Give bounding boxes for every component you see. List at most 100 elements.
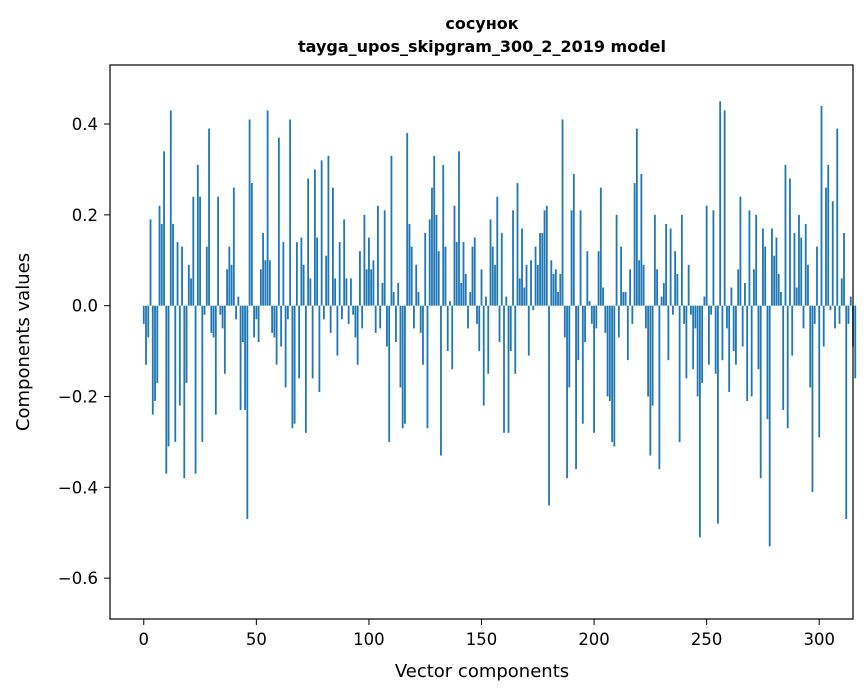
bar — [489, 219, 492, 306]
bar — [530, 260, 532, 306]
bar — [163, 151, 165, 306]
bar — [464, 273, 467, 306]
bar — [322, 305, 325, 320]
bar — [631, 305, 634, 324]
bar — [523, 287, 526, 306]
bar — [442, 164, 445, 306]
bar — [678, 305, 681, 442]
y-tick-label: 0.2 — [72, 206, 98, 225]
x-tick-label: 300 — [803, 630, 835, 649]
bar — [280, 305, 283, 347]
bar — [248, 119, 251, 306]
bar — [552, 273, 555, 306]
bar — [827, 164, 830, 306]
bar — [746, 305, 749, 402]
bar — [811, 305, 814, 492]
bar — [325, 255, 328, 306]
bar — [563, 305, 566, 338]
bar — [638, 260, 641, 306]
bar — [649, 305, 652, 456]
bar — [332, 187, 334, 306]
bar — [255, 305, 258, 320]
bar — [741, 305, 744, 347]
bar — [775, 237, 778, 306]
bar — [496, 196, 499, 306]
bar — [667, 305, 670, 361]
bar — [365, 269, 368, 306]
bar — [415, 264, 418, 306]
bar — [363, 214, 366, 306]
bar — [482, 305, 485, 406]
bar — [584, 305, 586, 342]
bar — [813, 305, 816, 324]
x-tick-label: 50 — [246, 630, 267, 649]
bar — [536, 264, 539, 306]
bar — [689, 305, 692, 315]
bar — [545, 205, 548, 306]
x-tick-label: 250 — [691, 630, 723, 649]
bar — [804, 223, 807, 306]
bar — [458, 151, 460, 306]
x-axis-label: Vector components — [395, 661, 569, 682]
bar-series — [142, 101, 857, 547]
bar — [588, 301, 591, 306]
bar — [694, 305, 697, 329]
bar — [298, 305, 301, 379]
bar — [527, 305, 530, 356]
bar — [726, 305, 728, 329]
bar — [771, 228, 773, 306]
bar — [433, 155, 436, 306]
bar — [424, 233, 427, 306]
bar — [840, 278, 843, 306]
bar — [151, 305, 154, 415]
bar — [575, 305, 577, 470]
bar — [239, 305, 242, 411]
bar — [453, 205, 456, 306]
bar — [341, 305, 343, 320]
bar — [194, 305, 197, 474]
y-tick-label: −0.6 — [58, 569, 98, 588]
bar — [201, 305, 204, 442]
bar — [345, 278, 348, 306]
bar — [426, 305, 429, 429]
bar — [757, 305, 760, 370]
bar — [699, 305, 701, 538]
bar — [642, 264, 645, 306]
bar — [579, 210, 582, 306]
bar — [413, 305, 415, 329]
bar — [302, 264, 305, 306]
bar — [268, 260, 271, 306]
bar — [825, 187, 827, 306]
bar — [753, 269, 755, 306]
bar — [498, 305, 501, 342]
bar — [847, 305, 850, 324]
bar — [208, 128, 210, 306]
y-tick-label: 0.4 — [72, 115, 98, 134]
bar — [822, 305, 825, 347]
bar — [671, 305, 674, 315]
bar — [145, 305, 147, 365]
bar — [176, 242, 179, 306]
bar — [662, 282, 665, 306]
bar — [388, 305, 391, 442]
bar — [559, 273, 562, 306]
bar — [768, 305, 771, 547]
bar — [205, 246, 208, 306]
bar — [854, 305, 857, 379]
bar — [739, 196, 742, 306]
bar — [383, 210, 386, 306]
bar — [228, 246, 231, 306]
bar — [590, 305, 593, 324]
bar — [160, 223, 163, 306]
bar — [178, 305, 181, 406]
bar — [507, 305, 510, 433]
bar — [395, 305, 397, 342]
bar — [264, 260, 267, 306]
chart-title-line1: сосунок — [445, 14, 518, 33]
bar — [773, 255, 776, 306]
bar — [640, 173, 643, 306]
bar — [723, 110, 726, 306]
bar — [683, 305, 686, 324]
bar — [597, 251, 600, 306]
bar — [435, 214, 438, 306]
